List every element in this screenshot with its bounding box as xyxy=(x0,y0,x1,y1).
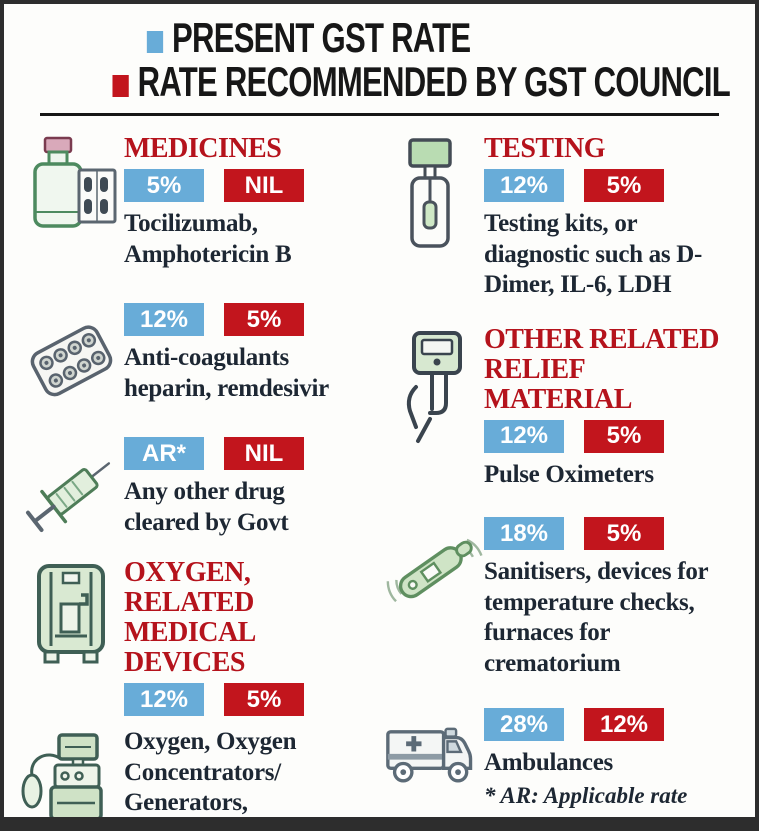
ventilator-icon xyxy=(18,727,124,817)
item-description: Pulse Oximeters xyxy=(484,460,654,488)
section-heading: MEDICINES xyxy=(124,133,282,165)
section-testing: TESTING 12% 5% Testing kits, or diagnost… xyxy=(384,134,751,300)
header-divider xyxy=(40,113,719,117)
recommended-rate-badge: 5% xyxy=(584,517,664,551)
left-column: MEDICINES 5% NIL Tocilizumab, Amphoteric… xyxy=(18,134,378,817)
recommended-rate-badge: 5% xyxy=(224,683,304,717)
legend-present-label: PRESENT GST RATE xyxy=(172,14,471,61)
section-heading: TESTING xyxy=(484,133,606,165)
item-description: Any other drug cleared by Govt xyxy=(124,478,289,536)
item-description: Ambulances xyxy=(484,749,613,777)
item-description: Sanitisers, devices for temperature chec… xyxy=(484,558,708,677)
content-grid: MEDICINES 5% NIL Tocilizumab, Amphoteric… xyxy=(4,116,755,817)
recommended-rate-badge: 5% xyxy=(224,303,304,337)
section-heading: OXYGEN, RELATED MEDICAL DEVICES xyxy=(124,557,255,679)
rate-badges: 12% 5% xyxy=(124,683,378,717)
testing-kit-icon xyxy=(384,134,484,300)
recommended-rate-badge: 5% xyxy=(584,419,664,453)
legend-recommended-label: RATE RECOMMENDED BY GST COUNCIL xyxy=(137,57,731,105)
pill-blister-icon xyxy=(18,298,124,412)
rate-badges: 12% 5% xyxy=(124,303,378,337)
item-description: Testing kits, or diagnostic such as D-Di… xyxy=(484,210,703,299)
rate-badges: 12% 5% xyxy=(484,419,751,453)
legend-present-line: PRESENT GST RATE xyxy=(4,16,614,60)
rate-badges: 12% 5% xyxy=(484,169,751,203)
footnote: * AR: Applicable rate xyxy=(484,782,688,808)
recommended-rate-swatch-icon xyxy=(112,74,129,97)
present-rate-badge: 12% xyxy=(124,683,204,717)
present-rate-badge: AR* xyxy=(124,437,204,471)
recommended-rate-badge: NIL xyxy=(224,437,304,471)
item-description: Anti-coagulants heparin, remdesivir xyxy=(124,344,329,402)
item-description: Tocilizumab, Amphotericin B xyxy=(124,210,292,268)
present-rate-badge: 5% xyxy=(124,169,204,203)
recommended-rate-badge: 5% xyxy=(584,169,664,203)
section-medicines: MEDICINES 5% NIL Tocilizumab, Amphoteric… xyxy=(18,134,378,270)
recommended-rate-badge: NIL xyxy=(224,169,304,203)
rate-badges: 28% 12% xyxy=(484,708,751,742)
present-rate-badge: 28% xyxy=(484,708,564,742)
section-heading: OTHER RELATED RELIEF MATERIAL xyxy=(484,323,719,415)
pulse-oximeter-icon xyxy=(384,325,484,490)
rate-badges: 5% NIL xyxy=(124,169,378,203)
present-rate-swatch-icon xyxy=(147,31,164,53)
legend: PRESENT GST RATE RATE RECOMMENDED BY GST… xyxy=(4,16,731,104)
rate-badges: 18% 5% xyxy=(484,517,751,551)
oxygen-concentrator-icon xyxy=(18,558,124,723)
section-oxygen-devices: OXYGEN, RELATED MEDICAL DEVICES 12% 5% xyxy=(18,557,378,817)
item-description: Oxygen, Oxygen Concentrators/ Generators… xyxy=(124,728,297,817)
present-rate-badge: 12% xyxy=(484,169,564,203)
rate-badges: AR* NIL xyxy=(124,437,378,471)
section-anticoagulants: 12% 5% Anti-coagulants heparin, remdesiv… xyxy=(18,298,378,412)
present-rate-badge: 12% xyxy=(124,303,204,337)
recommended-rate-badge: 12% xyxy=(584,708,664,742)
ambulance-icon xyxy=(384,693,484,809)
section-ambulances: 28% 12% Ambulances * AR: Applicable rate xyxy=(384,693,751,809)
section-other-drugs: AR* NIL Any other drug cleared by Govt xyxy=(18,432,378,546)
present-rate-badge: 18% xyxy=(484,517,564,551)
syringe-icon xyxy=(18,432,124,546)
right-column: TESTING 12% 5% Testing kits, or diagnost… xyxy=(378,134,751,817)
legend-recommended-line: RATE RECOMMENDED BY GST COUNCIL xyxy=(4,59,731,104)
medicine-bottle-icon xyxy=(18,134,124,270)
section-sanitisers: 18% 5% Sanitisers, devices for temperatu… xyxy=(384,512,751,679)
present-rate-badge: 12% xyxy=(484,419,564,453)
section-relief-material: OTHER RELATED RELIEF MATERIAL 12% 5% Pul… xyxy=(384,323,751,490)
thermometer-icon xyxy=(384,512,484,679)
